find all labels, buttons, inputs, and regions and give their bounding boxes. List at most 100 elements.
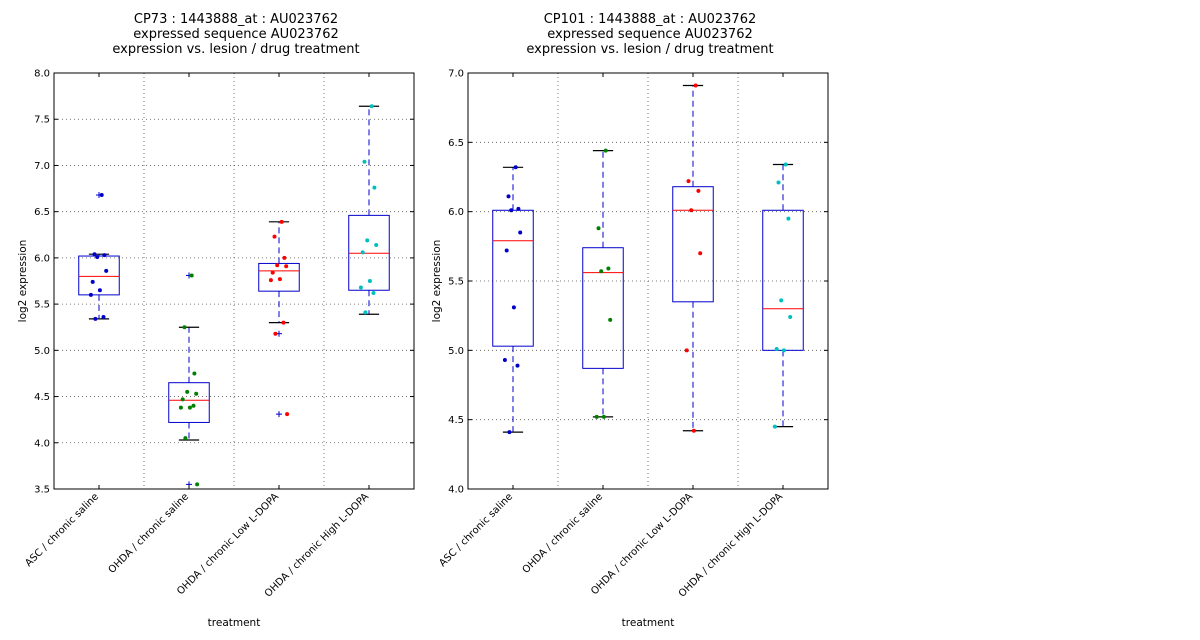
y-tick-label: 6.0 [448, 207, 464, 218]
y-tick-label: 6.5 [34, 207, 50, 218]
data-point [689, 208, 694, 213]
data-point [99, 193, 104, 198]
chart-title-line: expressed sequence AU023762 [133, 27, 339, 42]
y-tick-label: 5.5 [34, 300, 50, 311]
data-point [374, 242, 379, 247]
data-point [367, 279, 372, 283]
plot-frame [467, 72, 829, 490]
data-point [95, 254, 100, 259]
data-point [270, 270, 275, 275]
y-axis-label: log2 expression [17, 240, 29, 323]
chart-title-line: CP73 : 1443888_at : AU023762 [134, 12, 338, 27]
y-tick-label: 7.5 [34, 115, 50, 126]
data-point [509, 208, 514, 213]
data-point [101, 315, 106, 320]
data-point [511, 305, 516, 310]
data-point [371, 291, 376, 296]
data-point [178, 405, 183, 410]
data-point [504, 248, 509, 253]
data-point [781, 348, 786, 353]
y-tick-label: 7.0 [448, 69, 464, 80]
data-point [774, 346, 779, 351]
data-point [275, 263, 280, 268]
box-iqr [168, 382, 210, 423]
x-tick-label: OHDA / chronic High L-DOPA [263, 491, 371, 599]
data-point [696, 188, 701, 193]
data-point [284, 264, 289, 269]
chart-title-line: expression vs. lesion / drug treatment [112, 42, 359, 57]
data-point [362, 159, 367, 164]
x-tick-label: OHDA / chronic saline [521, 491, 606, 576]
x-tick-label: ASC / chronic saline [437, 491, 515, 569]
data-point [277, 277, 282, 282]
box-iqr [78, 255, 120, 296]
data-point [194, 391, 199, 396]
chart-title-line: expressed sequence AU023762 [547, 27, 753, 42]
data-point [596, 226, 601, 231]
data-point [279, 219, 284, 224]
data-point [788, 315, 793, 320]
chart-title-line: expression vs. lesion / drug treatment [526, 42, 773, 57]
data-point [772, 424, 777, 429]
y-tick-label: 4.0 [34, 438, 50, 449]
box-iqr [672, 186, 714, 303]
data-point [358, 285, 363, 290]
data-point [90, 279, 95, 284]
data-point [515, 363, 520, 368]
y-tick-label: 4.5 [448, 415, 464, 426]
data-point [693, 83, 698, 88]
x-tick-label: OHDA / chronic Low L-DOPA [589, 491, 695, 597]
data-point [183, 436, 188, 441]
box-iqr [492, 209, 534, 347]
y-tick-label: 6.0 [34, 253, 50, 264]
data-point [185, 389, 190, 394]
y-tick-label: 6.5 [448, 138, 464, 149]
data-point [187, 405, 192, 410]
data-point [601, 414, 606, 419]
data-point [363, 310, 368, 315]
data-point [516, 206, 521, 211]
box-iqr [762, 209, 804, 351]
data-point [192, 371, 197, 376]
data-point [506, 194, 511, 199]
data-point [786, 216, 791, 221]
data-point [365, 238, 370, 243]
data-point [285, 412, 290, 417]
x-tick-label: OHDA / chronic High L-DOPA [677, 491, 785, 599]
x-tick-label: ASC / chronic saline [23, 491, 101, 569]
data-point [372, 185, 377, 190]
data-point [599, 269, 604, 274]
x-axis-label: treatment [208, 617, 261, 629]
data-point [97, 288, 102, 293]
x-axis-label: treatment [622, 617, 675, 629]
data-point [502, 358, 507, 363]
data-point [104, 268, 109, 273]
data-point [268, 278, 273, 283]
data-point [182, 325, 187, 330]
y-tick-label: 5.5 [448, 277, 464, 288]
data-point [272, 234, 277, 239]
data-point [282, 255, 287, 260]
box-iqr [258, 262, 300, 292]
data-point [779, 298, 784, 303]
data-point [776, 180, 781, 185]
data-point [698, 251, 703, 256]
y-tick-label: 5.0 [448, 346, 464, 357]
data-point [93, 316, 98, 321]
y-tick-label: 3.5 [34, 485, 50, 496]
data-point [273, 331, 278, 336]
data-point [281, 320, 286, 325]
data-point [360, 250, 365, 255]
data-point [603, 148, 608, 153]
data-point [180, 397, 185, 402]
x-tick-label: OHDA / chronic Low L-DOPA [175, 491, 281, 597]
box-iqr [582, 247, 624, 369]
data-point [513, 165, 518, 170]
y-tick-label: 7.0 [34, 161, 50, 172]
data-point [195, 482, 200, 487]
data-point [594, 414, 599, 419]
data-point [608, 317, 613, 322]
